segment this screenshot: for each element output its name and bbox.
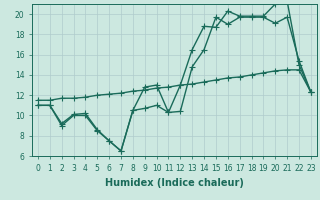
X-axis label: Humidex (Indice chaleur): Humidex (Indice chaleur) (105, 178, 244, 188)
